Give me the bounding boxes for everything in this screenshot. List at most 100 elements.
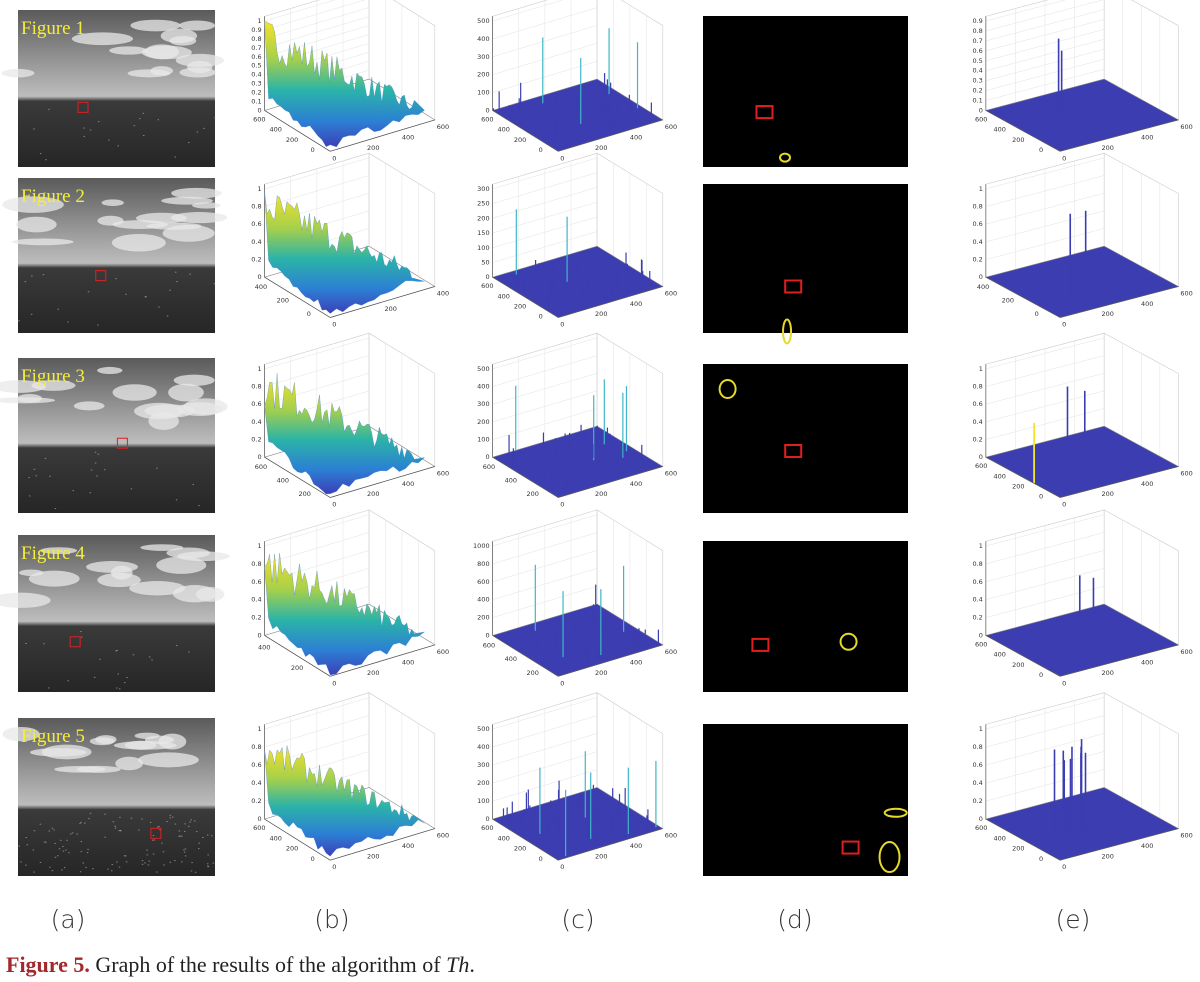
z-grid — [985, 68, 1105, 101]
x-tick-label: 200 — [1102, 310, 1114, 318]
z-grid — [492, 408, 598, 440]
cloud — [127, 69, 171, 78]
sea-speck — [80, 851, 83, 853]
sea-speck — [49, 866, 51, 868]
sea-speck — [144, 862, 146, 864]
x-tick-label: 600 — [1180, 123, 1192, 131]
false-alarm — [839, 632, 858, 651]
sea-speck — [33, 871, 35, 873]
sea-speck — [178, 835, 180, 837]
x-tick-label: 200 — [595, 669, 607, 677]
sea-speck — [39, 823, 42, 825]
sea-speck — [87, 291, 90, 293]
z-grid — [264, 0, 366, 31]
cloud — [183, 398, 228, 415]
x-tick-label: 200 — [367, 853, 379, 861]
sea-speck — [124, 855, 127, 857]
sea-speck — [207, 866, 210, 868]
sea-speck — [119, 816, 121, 818]
sea-speck — [28, 477, 30, 479]
sea-speck — [144, 296, 147, 298]
x-tick-label: 200 — [367, 490, 379, 498]
sea-speck — [93, 676, 96, 678]
sea-speck — [206, 863, 209, 865]
y-tick-label: 600 — [255, 463, 267, 471]
sea-speck — [123, 682, 126, 684]
z-grid — [985, 372, 1105, 405]
sea-speck — [104, 813, 106, 815]
sea-speck — [115, 650, 117, 652]
x-tick-label: 600 — [665, 123, 677, 131]
axis — [558, 286, 663, 318]
sea-speck — [172, 816, 174, 818]
sea-speck — [42, 274, 45, 276]
x-tick-label: 400 — [402, 842, 414, 850]
cloud — [112, 384, 157, 401]
z-tick-label: 0.6 — [972, 220, 982, 228]
sea-speck — [97, 324, 99, 326]
z-grid — [492, 7, 598, 40]
y-tick-label: 400 — [497, 292, 509, 300]
z-tick-label: 1 — [979, 725, 983, 733]
sea-speck — [61, 869, 63, 871]
x-tick-label: 200 — [595, 490, 607, 498]
z-grid — [985, 514, 1105, 547]
x-tick-label: 400 — [402, 658, 414, 666]
x-tick-label: 200 — [595, 144, 607, 152]
y-tick-label: 0 — [539, 855, 543, 863]
axis — [558, 466, 663, 498]
x-tick-label: 600 — [1180, 648, 1192, 656]
sea-speck — [190, 819, 192, 821]
z-tick-label: 0 — [485, 106, 489, 114]
cloud — [162, 224, 215, 242]
y-tick-label: 200 — [286, 136, 298, 144]
sea-speck — [119, 829, 122, 831]
sea-speck — [202, 836, 204, 838]
detection-box — [751, 637, 770, 652]
z-grid — [985, 29, 1105, 62]
axis — [264, 276, 331, 318]
y-tick-label: 200 — [1012, 845, 1024, 853]
sea-speck — [190, 870, 193, 872]
target-box — [69, 636, 81, 648]
z-tick-label: 0.8 — [251, 383, 261, 391]
x-tick-label: 400 — [402, 480, 414, 488]
z-grid — [985, 337, 1105, 370]
sea-speck — [147, 864, 150, 866]
x-tick-label: 200 — [367, 144, 379, 152]
sea-speck — [213, 283, 216, 285]
z-grid — [985, 19, 1105, 52]
y-tick-label: 400 — [277, 477, 289, 485]
sea-speck — [39, 153, 42, 155]
z-grid — [985, 228, 1105, 260]
axis — [330, 644, 435, 677]
cloud — [2, 196, 64, 213]
sea-speck — [184, 855, 187, 857]
cloud — [141, 45, 192, 60]
sea-speck — [83, 127, 85, 129]
sea-speck — [146, 854, 149, 856]
cloud — [177, 551, 230, 562]
false-alarm — [718, 379, 737, 399]
z-tick-label: 0 — [485, 815, 489, 823]
z-tick-label: 0.6 — [251, 220, 261, 228]
y-tick-label: 0 — [1039, 492, 1043, 500]
x-tick-label: 0 — [560, 863, 564, 871]
z-tick-label: 0.2 — [972, 87, 982, 95]
x-tick-label: 400 — [1141, 658, 1153, 666]
cloud — [109, 46, 148, 55]
sea-speck — [87, 848, 89, 850]
sea-speck — [115, 278, 117, 280]
sea-speck — [195, 831, 198, 833]
z-grid — [492, 157, 598, 190]
cloud — [89, 737, 115, 746]
cloud — [39, 547, 78, 554]
y-tick-label: 400 — [977, 283, 989, 291]
sea-speck — [72, 490, 75, 492]
z-tick-label: 0 — [485, 453, 489, 461]
sea-speck — [69, 833, 72, 835]
z-grid — [492, 390, 598, 423]
z-tick-label: 1 — [257, 185, 261, 193]
z-grid — [985, 751, 1105, 784]
